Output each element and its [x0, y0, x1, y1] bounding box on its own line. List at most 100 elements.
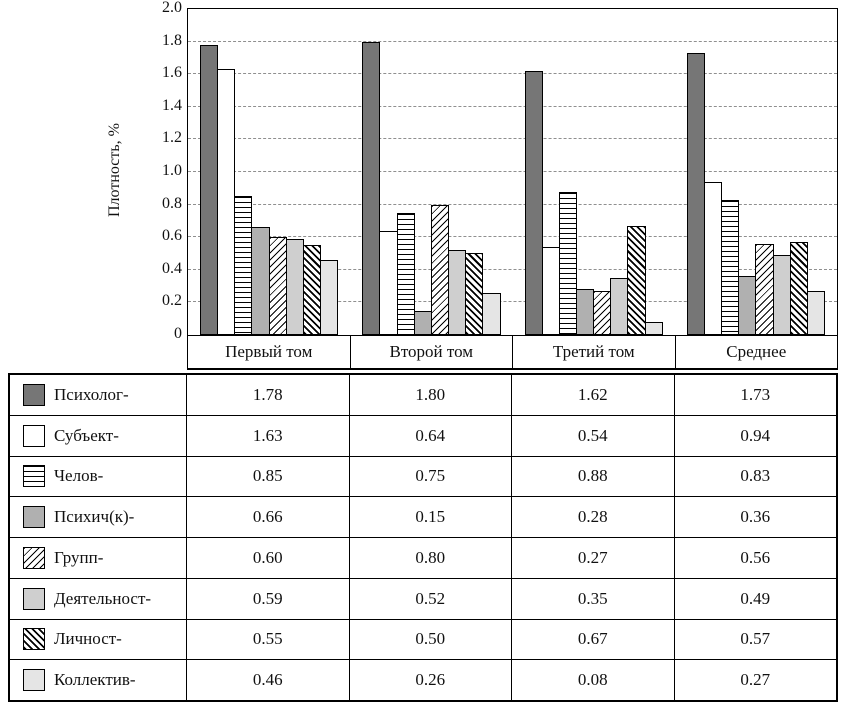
value-cell: 0.80 — [348, 538, 512, 578]
table-row: Личност- 0.55 0.50 0.67 0.57 — [10, 618, 837, 660]
gridline — [188, 171, 837, 172]
gridline — [188, 138, 837, 140]
value-cell: 0.75 — [348, 456, 512, 497]
value-cell: 0.88 — [511, 456, 674, 497]
bar — [251, 227, 270, 335]
value-cell: 0.66 — [252, 507, 283, 527]
bar-group — [350, 9, 512, 335]
gridline — [188, 105, 837, 107]
legend-cell: Коллектив- — [10, 660, 187, 700]
value-cell: 0.27 — [511, 538, 674, 578]
legend-cell: Психолог- — [10, 375, 187, 415]
bar — [558, 192, 577, 335]
legend-swatch-icon — [23, 587, 45, 610]
bar — [541, 247, 560, 335]
legend-cell: Групп- — [10, 538, 187, 578]
bar — [320, 260, 339, 335]
value-cell: 0.56 — [673, 538, 837, 578]
bar-chart: Плотность, % 2.0 1.8 1.6 1.4 1.2 1.0 0.8 0.6 0.4… — [0, 0, 849, 370]
value-cell: 0.64 — [348, 415, 512, 456]
bar — [806, 291, 825, 335]
bar — [285, 239, 304, 335]
value-cell: 1.78 — [252, 384, 283, 404]
y-tick-label: 1.6 — [162, 64, 182, 82]
bar — [396, 213, 415, 335]
value-cell: 0.54 — [511, 415, 674, 456]
value-cell: 0.55 — [252, 629, 283, 649]
legend-swatch-icon — [23, 424, 45, 447]
bar — [413, 311, 432, 335]
table-row: Психолог- 1.78 1.80 1.62 1.73 — [10, 375, 836, 415]
bar — [465, 253, 484, 335]
legend-label: Групп- — [54, 547, 104, 567]
y-axis-title: Плотность, % — [106, 123, 123, 217]
value-cell: 0.67 — [511, 619, 674, 660]
bar — [234, 196, 253, 335]
category-header-cell: Первый том — [225, 342, 313, 361]
bar — [200, 45, 219, 335]
bar — [482, 293, 501, 335]
legend-label: Челов- — [54, 466, 104, 486]
value-cell: 0.52 — [348, 578, 512, 619]
value-cell: 0.85 — [252, 466, 283, 486]
bar — [627, 226, 646, 335]
value-cell: 1.63 — [252, 425, 283, 445]
gridline — [188, 268, 837, 270]
value-cell: 0.35 — [511, 578, 674, 619]
legend-label: Субъект- — [54, 425, 119, 445]
value-cell: 0.15 — [348, 497, 512, 537]
bar — [738, 276, 757, 335]
legend-swatch-icon — [23, 506, 45, 529]
value-cell: 0.26 — [348, 660, 512, 700]
legend-label: Психолог- — [54, 384, 129, 404]
value-cell: 0.27 — [673, 660, 837, 700]
value-cell: 1.62 — [511, 375, 674, 415]
value-cell: 0.46 — [252, 670, 283, 690]
bar — [721, 200, 740, 335]
legend-label: Коллектив- — [54, 670, 136, 690]
value-cell: 0.49 — [673, 578, 837, 619]
gridline — [188, 301, 837, 303]
y-tick-label: 0 — [174, 325, 182, 342]
bar-group — [675, 9, 837, 335]
legend-cell: Деятельност- — [10, 578, 187, 619]
bar — [703, 182, 723, 335]
gridline — [188, 236, 837, 238]
legend-label: Деятельност- — [54, 588, 152, 608]
bar — [575, 289, 595, 335]
legend-label: Психич(к)- — [54, 507, 135, 527]
value-cell: 0.08 — [511, 660, 674, 700]
bar — [524, 71, 543, 335]
table-row: Челов- 0.85 0.75 0.88 0.83 — [10, 455, 836, 497]
legend-cell: Психич(к)- — [10, 497, 187, 537]
bar — [362, 42, 381, 335]
bar — [217, 69, 236, 335]
y-tick-label: 0.8 — [162, 194, 182, 212]
bar — [593, 291, 612, 335]
value-cell: 0.59 — [252, 588, 283, 608]
table-row: Групп- 0.60 0.80 0.27 0.56 — [10, 537, 836, 578]
legend-swatch-icon — [23, 546, 45, 569]
value-cell: 0.57 — [673, 619, 837, 660]
bar — [379, 231, 398, 335]
bar — [789, 242, 808, 335]
y-tick-label: 0.2 — [162, 292, 182, 310]
table-row: Субъект- 1.63 0.64 0.54 0.94 — [10, 414, 837, 456]
bar — [302, 245, 322, 335]
bar — [448, 250, 467, 335]
y-tick-label: 1.8 — [162, 31, 182, 49]
x-axis-category-row: Первый том Второй том Третий том Среднее — [187, 335, 838, 370]
value-cell: 0.50 — [348, 619, 512, 660]
value-cell: 0.28 — [511, 497, 674, 537]
table-row: Коллектив- 0.46 0.26 0.08 0.27 — [10, 659, 836, 700]
legend-label: Личност- — [54, 629, 122, 649]
gridline — [188, 73, 837, 75]
category-header-cell: Третий том — [512, 336, 675, 368]
bar-group — [188, 9, 350, 335]
y-tick-label: 2.0 — [162, 0, 182, 16]
bar — [755, 244, 774, 335]
value-cell: 0.94 — [673, 415, 837, 456]
legend-swatch-icon — [23, 669, 45, 692]
bar — [268, 237, 287, 335]
gridline — [188, 40, 837, 42]
